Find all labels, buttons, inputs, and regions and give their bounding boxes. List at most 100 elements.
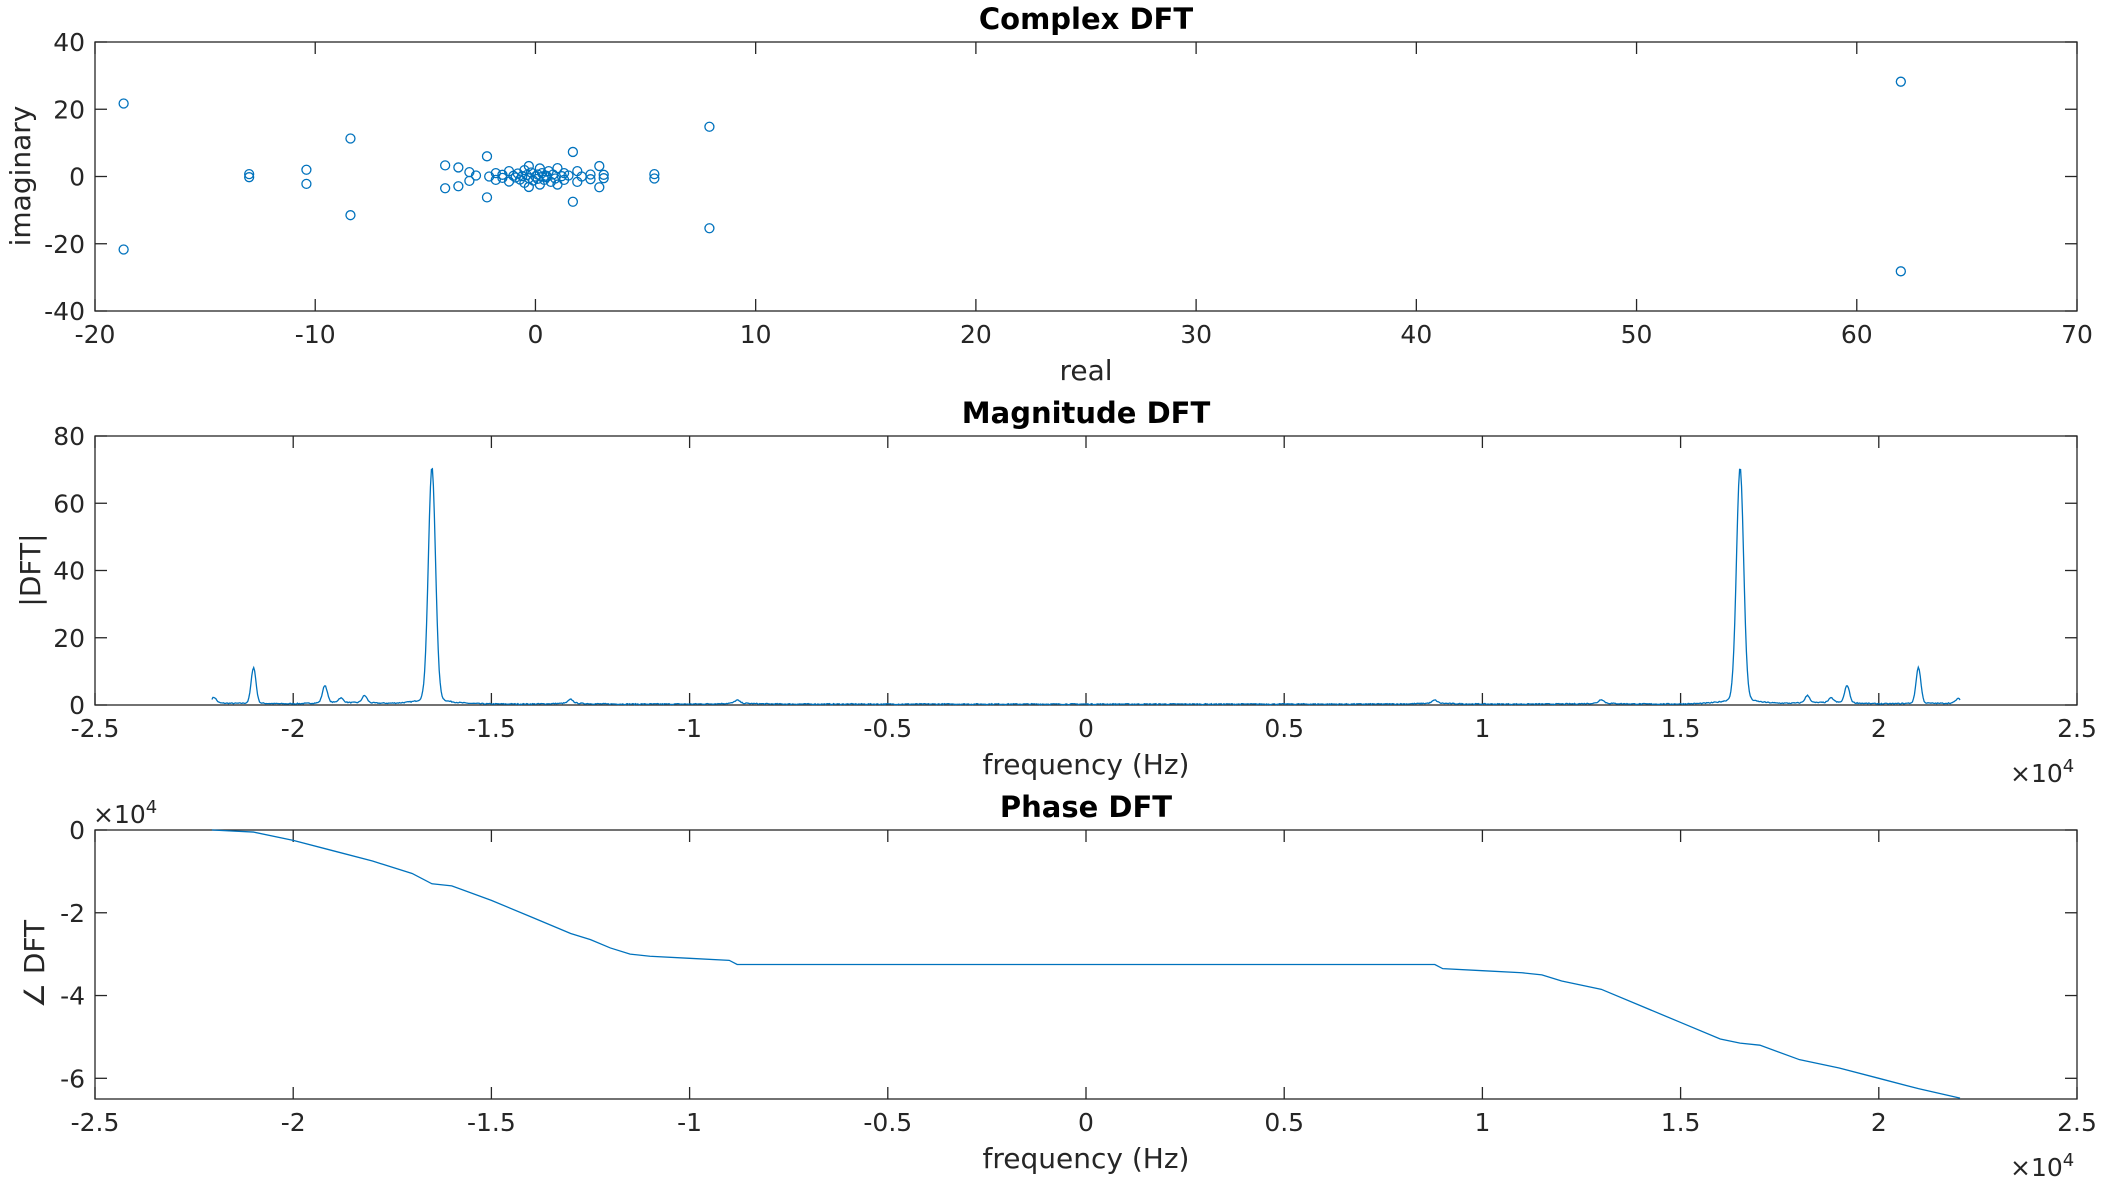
phase-dft-y-ticks: -6 -4 -2 0	[60, 816, 2077, 1093]
complex-dft-point	[704, 223, 715, 234]
complex-dft-point	[552, 162, 563, 174]
phase-dft-series	[211, 829, 1961, 1099]
complex-dft-x-tick-label: 30	[1180, 320, 1212, 349]
magnitude-dft-title: Magnitude DFT	[962, 396, 1211, 430]
complex-dft-point	[585, 169, 596, 180]
complex-dft-y-ticks: -40 -20 0 20 40	[44, 28, 2077, 326]
complex-dft-point	[594, 182, 605, 193]
complex-dft-point	[470, 170, 482, 181]
phase-dft-x-tick-label: -2	[281, 1108, 306, 1137]
complex-dft-title: Complex DFT	[979, 2, 1193, 36]
magnitude-dft-x-tick-label: 0.5	[1264, 714, 1304, 743]
magnitude-dft-x-exponent: ×104	[2010, 756, 2074, 788]
complex-dft-x-tick-label: 20	[960, 320, 992, 349]
complex-dft-y-tick-label: -40	[44, 297, 85, 326]
complex-dft-point	[464, 175, 475, 187]
complex-dft-point	[301, 178, 312, 190]
phase-dft-x-tick-label: 1.5	[1661, 1108, 1701, 1137]
phase-dft-title: Phase DFT	[1000, 790, 1172, 824]
magnitude-dft-y-tick-label: 40	[53, 557, 85, 586]
complex-dft-y-tick-label: 20	[53, 95, 85, 124]
phase-dft-y-tick-label: -4	[60, 982, 85, 1011]
complex-dft-point	[530, 171, 541, 182]
phase-dft-line	[211, 829, 1961, 1099]
phase-dft-x-exponent: ×104	[2010, 1150, 2074, 1182]
complex-dft-x-ticks: -20 -10 0 10 20 30 40 50 60 70	[75, 42, 2093, 349]
complex-dft-x-tick-label: 10	[740, 320, 772, 349]
phase-dft-y-tick-label: -6	[60, 1064, 85, 1093]
complex-dft-x-tick-label: -10	[295, 320, 336, 349]
complex-dft-point	[598, 169, 609, 180]
complex-dft-point	[598, 173, 609, 184]
magnitude-dft-y-tick-label: 60	[53, 489, 85, 518]
phase-dft-xlabel: frequency (Hz)	[983, 1142, 1190, 1175]
phase-dft-x-tick-label: 2	[1871, 1108, 1887, 1137]
phase-dft-x-tick-label: -2.5	[71, 1108, 120, 1137]
complex-dft-point	[585, 174, 596, 185]
complex-dft-point	[244, 172, 255, 183]
phase-dft-x-tick-label: 2.5	[2057, 1108, 2097, 1137]
magnitude-dft-y-ticks: 0 20 40 60 80	[53, 422, 2077, 720]
phase-dft-ylabel: ∠ DFT	[18, 919, 51, 1008]
complex-dft-point	[552, 179, 563, 190]
magnitude-dft-ylabel: |DFT|	[14, 533, 47, 606]
complex-dft-point	[490, 174, 501, 186]
magnitude-dft-line	[211, 467, 1961, 706]
complex-dft-x-tick-label: 50	[1621, 320, 1653, 349]
complex-dft-point	[517, 171, 528, 182]
magnitude-dft-y-tick-label: 0	[69, 691, 85, 720]
complex-dft-x-tick-label: 70	[2061, 320, 2093, 349]
complex-dft-point	[1895, 266, 1906, 277]
phase-dft-y-exponent: ×104	[93, 797, 157, 829]
phase-dft-y-tick-label: 0	[69, 816, 85, 845]
complex-dft-plot: Complex DFT -20 -10 0 10 20 30 40 50 60 70 -40-20…	[4, 2, 2093, 387]
complex-dft-point	[118, 98, 129, 109]
complex-dft-xlabel: real	[1059, 354, 1112, 387]
magnitude-dft-x-ticks: -2.5 -2 -1.5 -1 -0.5 0 0.5 1 1.5 2 2.5	[71, 436, 2097, 743]
complex-dft-point	[345, 210, 356, 221]
phase-dft-x-tick-label: -1	[677, 1108, 702, 1137]
complex-dft-point	[523, 160, 534, 172]
complex-dft-point	[440, 183, 451, 194]
complex-dft-y-tick-label: 40	[53, 28, 85, 57]
complex-dft-point	[244, 168, 255, 180]
complex-dft-x-tick-label: 0	[527, 320, 543, 349]
phase-dft-x-tick-label: 0	[1078, 1108, 1094, 1137]
phase-dft-x-tick-label: -1.5	[467, 1108, 516, 1137]
magnitude-dft-x-tick-label: -2	[281, 714, 306, 743]
magnitude-dft-x-tick-label: -1.5	[467, 714, 516, 743]
complex-dft-point	[301, 164, 312, 175]
complex-dft-point	[490, 167, 501, 179]
phase-dft-x-tick-label: 1	[1474, 1108, 1490, 1137]
magnitude-dft-y-tick-label: 80	[53, 422, 85, 451]
phase-dft-y-tick-label: -2	[60, 899, 85, 928]
magnitude-dft-x-tick-label: 2.5	[2057, 714, 2097, 743]
complex-dft-axes-box	[94, 41, 2078, 312]
complex-dft-y-tick-label: -20	[44, 230, 85, 259]
complex-dft-data-points	[118, 76, 1906, 277]
complex-dft-point	[649, 168, 660, 180]
complex-dft-point	[345, 133, 356, 144]
complex-dft-point	[704, 121, 715, 132]
complex-dft-x-tick-label: 40	[1400, 320, 1432, 349]
magnitude-dft-x-tick-label: 2	[1871, 714, 1887, 743]
magnitude-dft-x-tick-label: -2.5	[71, 714, 120, 743]
complex-dft-point	[594, 160, 605, 172]
magnitude-dft-x-tick-label: -1	[677, 714, 702, 743]
phase-dft-x-tick-label: 0.5	[1264, 1108, 1304, 1137]
complex-dft-x-tick-label: -20	[75, 320, 116, 349]
complex-dft-ylabel: imaginary	[4, 106, 37, 247]
magnitude-dft-x-tick-label: 1	[1474, 714, 1490, 743]
complex-dft-x-tick-label: 60	[1841, 320, 1873, 349]
magnitude-dft-x-tick-label: 0	[1078, 714, 1094, 743]
complex-dft-point	[567, 196, 579, 207]
complex-dft-point	[563, 170, 574, 181]
complex-dft-point	[481, 192, 493, 203]
complex-dft-point	[453, 181, 464, 192]
magnitude-dft-xlabel: frequency (Hz)	[983, 748, 1190, 781]
magnitude-dft-y-tick-label: 20	[53, 624, 85, 653]
magnitude-dft-axes-box	[94, 435, 2078, 706]
phase-dft-x-ticks: -2.5 -2 -1.5 -1 -0.5 0 0.5 1 1.5 2 2.5	[71, 830, 2097, 1137]
complex-dft-y-tick-label: 0	[69, 163, 85, 192]
